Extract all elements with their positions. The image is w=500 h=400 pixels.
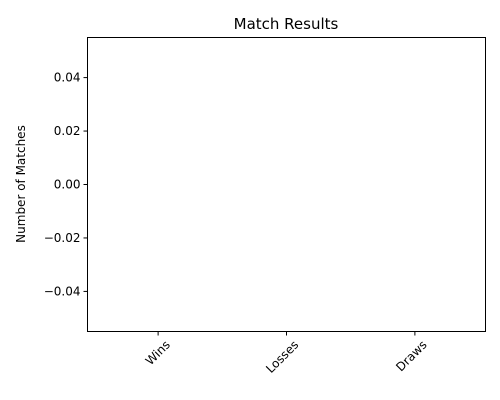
x-tick-label-wins: Wins [143, 338, 173, 368]
plot-frame [87, 37, 486, 332]
y-axis-label: Number of Matches [14, 125, 28, 243]
y-tick-label: 0.04 [54, 71, 81, 85]
y-tick-label: 0.02 [54, 124, 81, 138]
y-tick-label: 0.00 [54, 178, 81, 192]
y-tick-label: −0.04 [44, 284, 81, 298]
x-axis-ticks: Wins Losses Draws [143, 331, 430, 376]
x-tick-label-draws: Draws [393, 338, 429, 374]
y-axis-ticks: −0.04 −0.02 0.00 0.02 0.04 [44, 71, 88, 298]
chart-title: Match Results [234, 15, 339, 33]
x-tick-label-losses: Losses [263, 338, 301, 376]
y-tick-label: −0.02 [44, 231, 81, 245]
